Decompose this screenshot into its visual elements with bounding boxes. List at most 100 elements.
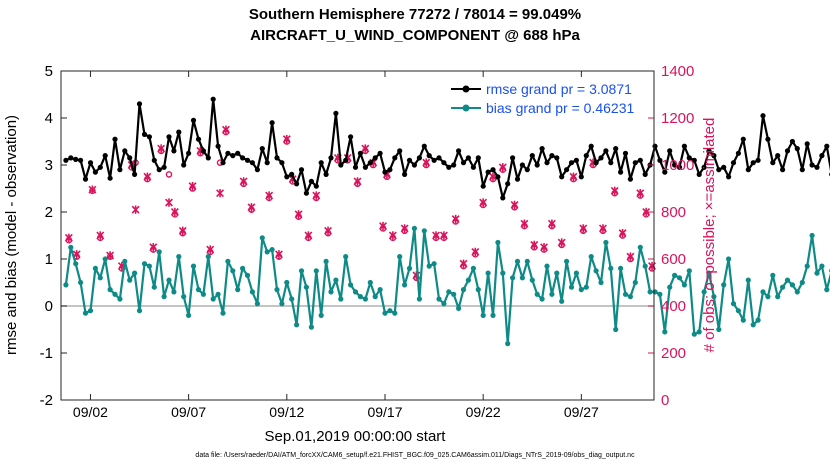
bias-point [676, 275, 683, 281]
rmse-point [529, 153, 535, 159]
rmse-point [554, 155, 560, 161]
bias-point [274, 287, 280, 293]
bias-point [323, 258, 329, 264]
bias-point [382, 310, 388, 316]
bias-point [377, 287, 383, 293]
rmse-point [721, 164, 727, 170]
rmse-point [166, 134, 172, 140]
obs-assimilated-marker [157, 144, 166, 153]
obs-assimilated-marker [131, 205, 140, 214]
rmse-point [470, 164, 476, 170]
rmse-point [662, 169, 668, 175]
rmse-series [63, 96, 830, 201]
bias-point [627, 294, 634, 300]
bias-point [657, 291, 663, 297]
bias-point [549, 291, 555, 297]
bias-point [819, 263, 825, 269]
bias-point [181, 294, 187, 300]
bias-point [244, 272, 251, 278]
rmse-point [627, 176, 634, 182]
bias-point [303, 284, 309, 290]
bias-point [524, 258, 530, 264]
rmse-point [564, 167, 570, 173]
rmse-point [431, 157, 437, 163]
rmse-point [392, 155, 398, 161]
rmse-point [819, 153, 825, 159]
rmse-point [141, 131, 148, 137]
bias-point [745, 277, 751, 283]
bias-point [264, 249, 270, 255]
bias-point [618, 265, 624, 271]
rmse-point [181, 162, 187, 168]
bias-point [608, 265, 614, 271]
x-tick-label: 09/07 [171, 404, 206, 420]
rmse-point [235, 150, 241, 156]
bias-point [210, 296, 216, 302]
rmse-point [348, 134, 354, 140]
rmse-point [608, 160, 614, 166]
bias-point [789, 282, 796, 288]
bias-point [588, 254, 594, 260]
bias-point [294, 322, 300, 328]
rmse-point [343, 157, 349, 163]
bias-point [593, 268, 599, 274]
x-tick-label: 09/22 [466, 404, 501, 420]
rmse-point [254, 167, 260, 173]
bias-point [711, 294, 717, 300]
obs-assimilated-marker [379, 221, 387, 231]
rmse-point [294, 181, 300, 187]
y-right-tick-label: 1000 [661, 157, 694, 174]
bias-point [465, 277, 471, 283]
obs-assimilated-marker [143, 172, 152, 181]
bias-point [421, 228, 427, 234]
bias-point [686, 268, 692, 274]
bias-point [573, 270, 580, 276]
bias-point [794, 289, 800, 295]
bias-point [554, 270, 560, 276]
bias-point [809, 232, 815, 239]
rmse-point [132, 171, 138, 177]
obs-assimilated-marker [312, 191, 321, 200]
rmse-point [465, 155, 471, 161]
bias-point [750, 322, 756, 328]
rmse-point [460, 160, 467, 166]
bias-point [259, 235, 265, 241]
bias-point [107, 287, 113, 293]
rmse-point [809, 162, 815, 168]
bias-point [411, 225, 417, 231]
bias-point [578, 287, 584, 293]
bias-point [559, 298, 565, 304]
rmse-point [117, 167, 123, 173]
bias-point [298, 268, 305, 274]
rmse-point [372, 155, 378, 161]
rmse-point [382, 169, 388, 175]
bias-point [784, 277, 791, 283]
rmse-point [755, 157, 761, 163]
y-axis-right-label: # of obs: o=possible; ×=assimilated [701, 118, 718, 353]
rmse-point [691, 157, 697, 163]
rmse-point [588, 143, 594, 149]
bias-point [460, 287, 467, 293]
y-left-tick-label: 0 [45, 298, 53, 315]
bias-point [102, 256, 108, 262]
rmse-point [156, 167, 162, 173]
rmse-point [87, 160, 94, 166]
rmse-point [519, 162, 526, 168]
rmse-point [323, 171, 329, 177]
obs-assimilated-marker [361, 144, 370, 153]
rmse-point [500, 195, 506, 201]
rmse-point [249, 160, 255, 166]
legend-box [446, 80, 644, 116]
bias-point [500, 270, 506, 276]
obs-possible-marker [165, 171, 173, 178]
rmse-point [618, 169, 624, 175]
rmse-point [735, 150, 742, 156]
bias-point [632, 279, 638, 286]
obs-assimilated-marker [282, 134, 291, 144]
rmse-point [603, 148, 609, 154]
rmse-point [622, 150, 629, 156]
bias-point [691, 331, 697, 337]
rmse-point [259, 146, 265, 152]
bias-point [824, 287, 830, 293]
bias-point [230, 268, 236, 274]
